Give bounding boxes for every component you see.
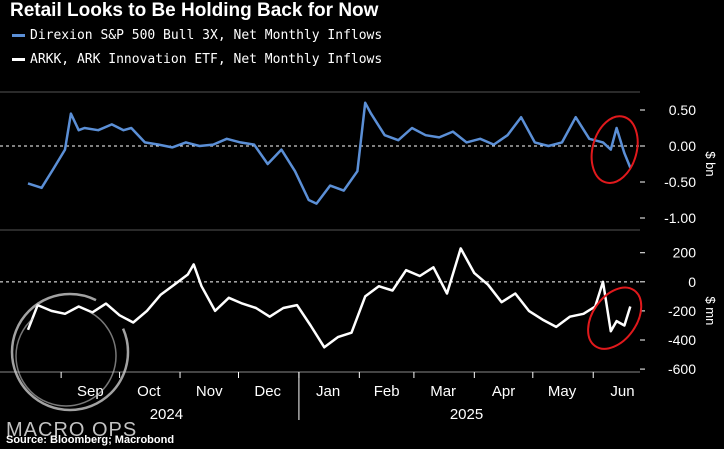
x-tick-label: Feb (374, 383, 400, 400)
source-note: Source: Bloomberg; Macrobond (6, 434, 175, 446)
watermark-circle-inner (15, 305, 117, 407)
y-tick-label: -0.50 (664, 174, 696, 190)
chart-title: Retail Looks to Be Holding Back for Now (10, 0, 379, 21)
y-tick-label: -200 (668, 303, 696, 319)
legend-item-direxion: Direxion S&P 500 Bull 3X, Net Monthly In… (12, 27, 382, 43)
y-tick-label: -1.00 (664, 210, 696, 226)
series-line (27, 101, 632, 205)
legend-swatch-direxion (12, 33, 25, 37)
x-tick-label: Dec (254, 383, 281, 400)
x-tick-label: Mar (430, 383, 456, 400)
x-tick-label: May (548, 383, 577, 400)
y-tick-label: -400 (668, 332, 696, 348)
x-tick-label: Jun (610, 383, 634, 400)
x-tick-label: Nov (196, 383, 223, 400)
highlight-ellipse (587, 286, 643, 350)
watermark-circle (10, 292, 130, 412)
x-tick-label: Oct (137, 383, 161, 400)
legend-item-arkk: ARKK, ARK Innovation ETF, Net Monthly In… (12, 51, 382, 67)
year-label-2025: 2025 (450, 406, 483, 423)
y-axis-unit-label: $ mn (703, 296, 718, 325)
series-line (26, 247, 632, 349)
y-axis-unit-label: $ bn (703, 151, 718, 176)
y-tick-label: 0.50 (669, 102, 696, 118)
highlight-ellipse (590, 115, 639, 184)
legend-label-arkk: ARKK, ARK Innovation ETF, Net Monthly In… (30, 51, 383, 67)
y-tick-label: -600 (668, 361, 696, 377)
legend-swatch-arkk (12, 57, 25, 61)
x-tick-label: Sep (77, 383, 104, 400)
y-tick-label: 0.00 (669, 138, 696, 154)
year-label-2024: 2024 (150, 406, 183, 423)
x-tick-label: Apr (492, 383, 515, 400)
y-tick-label: 200 (673, 245, 697, 261)
y-tick-label: 0 (688, 274, 696, 290)
legend-label-direxion: Direxion S&P 500 Bull 3X, Net Monthly In… (30, 27, 383, 43)
x-tick-label: Jan (316, 383, 340, 400)
watermark-logo: MACRO OPS (6, 419, 137, 441)
